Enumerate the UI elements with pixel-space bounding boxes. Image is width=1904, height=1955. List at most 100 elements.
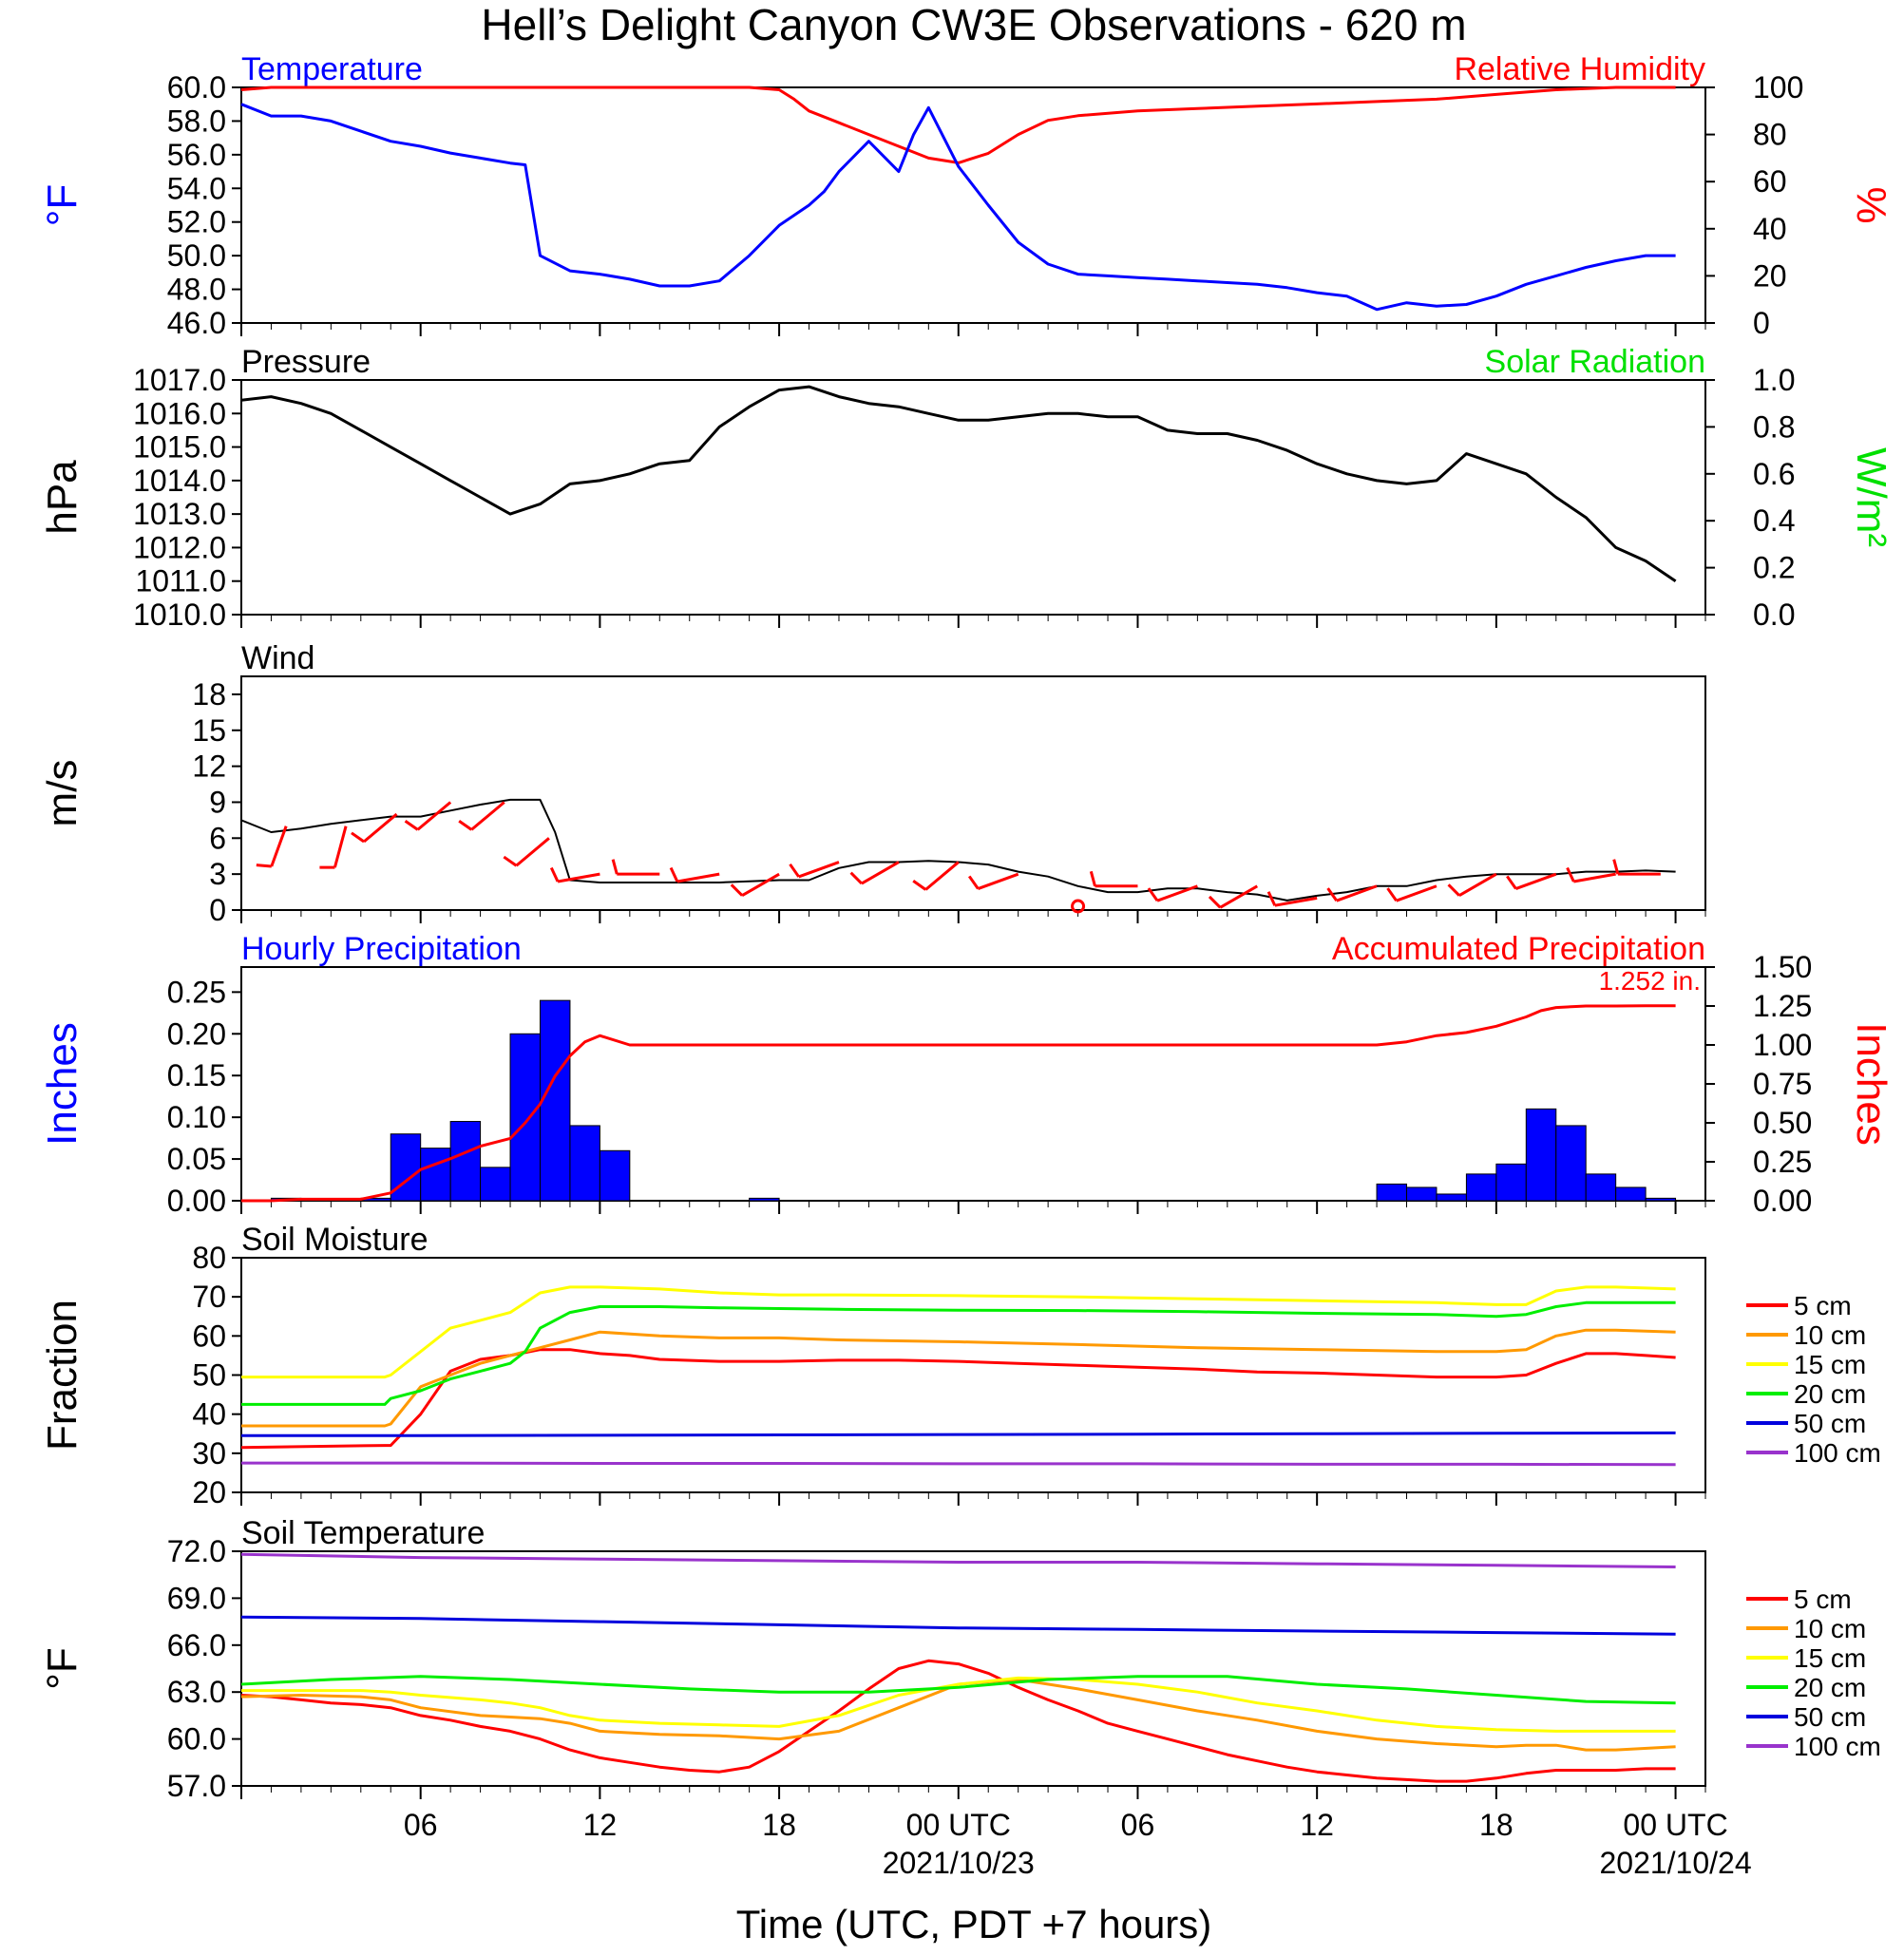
- precip-axis-tick-label: 0.05: [167, 1142, 226, 1176]
- temperature-title: Temperature: [241, 51, 423, 87]
- wind-axis-tick-label: 15: [192, 713, 226, 748]
- wind-axis-tick-label: 12: [192, 750, 226, 784]
- solar-axis-tick-label: 0.8: [1753, 409, 1795, 444]
- rh-axis-tick-label: 100: [1753, 70, 1803, 104]
- soil-temp-series-15cm: [241, 1676, 1676, 1733]
- precip-bar: [599, 1149, 631, 1202]
- wind-barb: [470, 801, 505, 831]
- precip-axis-tick-label: 0.10: [167, 1100, 226, 1134]
- wind-barb: [1514, 872, 1557, 890]
- wind-barb-flag: [1566, 866, 1575, 883]
- accum-axis-tick-label: 0.75: [1753, 1067, 1812, 1101]
- accum-precip-title: Accumulated Precipitation: [1332, 931, 1705, 967]
- soil-temp-unit: °F: [39, 1647, 86, 1689]
- wind-barb: [798, 861, 840, 879]
- precip-bar: [1495, 1163, 1527, 1202]
- soil-moisture-series-5cm: [240, 1348, 1676, 1450]
- soil-temp-title: Soil Temperature: [241, 1515, 485, 1551]
- soil-temp-series-10cm: [240, 1678, 1676, 1752]
- wind-barb: [363, 812, 398, 844]
- temp-axis-tick-label: 48.0: [167, 273, 226, 307]
- x-tick-label: 12: [583, 1808, 618, 1842]
- soil-temp-legend-label: 50 cm: [1794, 1702, 1866, 1732]
- wind-barb-flag: [1612, 859, 1620, 875]
- precip-bar: [449, 1121, 482, 1202]
- precip-bar: [1525, 1108, 1557, 1202]
- rh-axis-tick-label: 0: [1753, 306, 1770, 340]
- temp-axis-tick-label: 50.0: [167, 238, 226, 273]
- wind-axis-tick-label: 18: [192, 677, 226, 712]
- series-temperature: [240, 103, 1676, 312]
- precip-bar: [749, 1197, 780, 1202]
- soil-temp-legend-label: 100 cm: [1794, 1732, 1881, 1761]
- wind-barb: [270, 826, 288, 867]
- rh-axis-tick-label: 80: [1753, 118, 1787, 152]
- wind-barb-calm: [1071, 899, 1086, 914]
- panels-group: 60.058.056.054.052.050.048.046.010080604…: [39, 51, 1894, 1880]
- soil-temp-frame: [240, 1550, 1706, 1787]
- soil-moisture-axis-tick-label: 30: [192, 1436, 226, 1471]
- temp-axis-tick-label: 58.0: [167, 104, 226, 138]
- wind-barb-flag: [404, 819, 419, 831]
- series-accumulated-precip: [241, 1004, 1676, 1203]
- wind-axis-tick-label: 0: [209, 893, 226, 927]
- soil-moisture-title: Soil Moisture: [241, 1222, 428, 1258]
- solar-axis-tick-label: 0.4: [1753, 503, 1795, 538]
- precip-bar: [539, 999, 571, 1202]
- wind-axis-tick-label: 6: [209, 821, 226, 855]
- precip-bar: [1406, 1186, 1438, 1202]
- soil-moisture-series-15cm: [241, 1285, 1676, 1379]
- soil-temp-axis-tick-label: 60.0: [167, 1722, 226, 1756]
- soil-moisture-series-50cm: [241, 1431, 1676, 1437]
- solar-radiation-title: Solar Radiation: [1485, 344, 1705, 380]
- relative-humidity-title: Relative Humidity: [1454, 51, 1705, 87]
- soil-temp-axis-tick-label: 63.0: [167, 1675, 226, 1709]
- pressure-axis-tick-label: 1016.0: [133, 396, 226, 430]
- series-pressure: [240, 385, 1677, 582]
- relative-humidity-unit: %: [1848, 186, 1894, 223]
- soil-temp-series-100cm: [240, 1552, 1676, 1568]
- solar-axis-tick-label: 0.2: [1753, 551, 1795, 585]
- soil-moisture-legend-label: 15 cm: [1794, 1350, 1866, 1379]
- soil-moisture-legend-label: 10 cm: [1794, 1320, 1866, 1350]
- precip-bar: [480, 1167, 511, 1202]
- precip-bar: [1436, 1193, 1467, 1202]
- accum-axis-tick-label: 1.50: [1753, 950, 1812, 984]
- wind-barb-flag: [730, 883, 744, 897]
- precip-axis-tick-label: 0.15: [167, 1058, 226, 1092]
- soil-temp-axis-tick-label: 72.0: [167, 1534, 226, 1568]
- soil-moisture-axis-tick-label: 40: [192, 1397, 226, 1432]
- wind-barb: [557, 872, 600, 883]
- wind-barb: [924, 861, 960, 891]
- precip-axis-tick-label: 0.20: [167, 1016, 226, 1051]
- rh-axis-tick-label: 40: [1753, 212, 1787, 246]
- pressure-unit: hPa: [39, 460, 86, 535]
- wind-barb-flag: [789, 863, 800, 878]
- temperature-unit: °F: [39, 184, 86, 226]
- x-tick-label: 18: [1479, 1808, 1514, 1842]
- soil-temp-legend-label: 5 cm: [1794, 1585, 1852, 1614]
- solar-axis-tick-label: 0.0: [1753, 598, 1795, 632]
- accum-axis-tick-label: 1.00: [1753, 1028, 1812, 1062]
- soil-moisture-legend-label: 100 cm: [1794, 1438, 1881, 1468]
- wind-barb-flag: [1266, 891, 1277, 906]
- soil-temp-series-5cm: [240, 1659, 1676, 1783]
- pressure-axis-tick-label: 1017.0: [133, 363, 226, 397]
- wind-barb-flag: [1147, 887, 1159, 902]
- solar-axis-tick-label: 1.0: [1753, 363, 1795, 397]
- soil-temp-axis-tick-label: 69.0: [167, 1581, 226, 1615]
- solar-unit: W/m²: [1848, 447, 1894, 547]
- wind-barb: [676, 872, 720, 883]
- pressure-frame: [240, 379, 1706, 616]
- soil-temp-legend-label: 10 cm: [1794, 1614, 1866, 1643]
- wind-barb-flag: [458, 819, 473, 831]
- wind-barb-flag: [912, 880, 927, 891]
- x-tick-label: 06: [1121, 1808, 1155, 1842]
- precip-unit: Inches: [39, 1022, 86, 1146]
- rh-axis-tick-label: 60: [1753, 164, 1787, 199]
- series-relative-humidity: [240, 85, 1676, 164]
- temp-axis-tick-label: 54.0: [167, 171, 226, 205]
- wind-barb: [1458, 872, 1497, 897]
- pressure-axis-tick-label: 1014.0: [133, 464, 226, 498]
